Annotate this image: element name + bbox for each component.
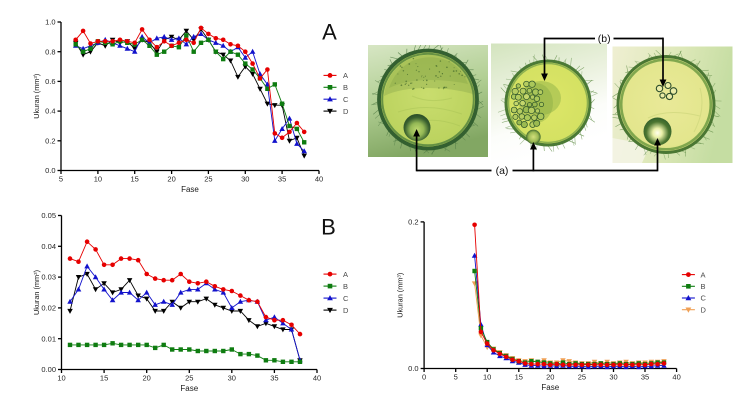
svg-text:35: 35 bbox=[641, 373, 649, 382]
svg-text:0.0: 0.0 bbox=[408, 364, 418, 373]
svg-text:1.0: 1.0 bbox=[45, 18, 55, 27]
svg-text:A: A bbox=[343, 71, 348, 80]
svg-text:B: B bbox=[343, 83, 348, 92]
svg-text:40: 40 bbox=[313, 374, 321, 383]
svg-text:30: 30 bbox=[228, 374, 236, 383]
svg-text:10: 10 bbox=[94, 175, 102, 184]
svg-text:35: 35 bbox=[278, 175, 286, 184]
svg-text:Ukuran (mm3): Ukuran (mm3) bbox=[32, 74, 41, 119]
svg-text:Ukuran (mm3): Ukuran (mm3) bbox=[32, 270, 41, 315]
svg-text:0.04: 0.04 bbox=[41, 242, 56, 251]
svg-text:25: 25 bbox=[185, 374, 193, 383]
svg-text:0.2: 0.2 bbox=[45, 136, 55, 145]
svg-text:0.00: 0.00 bbox=[41, 365, 56, 374]
svg-text:5: 5 bbox=[454, 373, 458, 382]
svg-text:B: B bbox=[701, 282, 706, 291]
svg-text:0.05: 0.05 bbox=[41, 211, 56, 220]
svg-text:A: A bbox=[343, 270, 348, 279]
svg-text:0.2: 0.2 bbox=[408, 218, 418, 227]
svg-text:15: 15 bbox=[100, 374, 108, 383]
svg-text:Fase: Fase bbox=[541, 383, 559, 392]
svg-text:0.03: 0.03 bbox=[41, 273, 56, 282]
svg-text:40: 40 bbox=[672, 373, 680, 382]
svg-text:Ukuran (mm3): Ukuran (mm3) bbox=[396, 273, 405, 318]
svg-text:10: 10 bbox=[57, 374, 65, 383]
svg-text:40: 40 bbox=[315, 175, 323, 184]
svg-text:0.6: 0.6 bbox=[45, 77, 55, 86]
svg-text:25: 25 bbox=[578, 373, 586, 382]
svg-text:0.4: 0.4 bbox=[45, 107, 55, 116]
svg-text:0.0: 0.0 bbox=[45, 166, 55, 175]
svg-text:C: C bbox=[343, 95, 349, 104]
svg-text:D: D bbox=[343, 306, 349, 315]
svg-text:0.01: 0.01 bbox=[41, 334, 56, 343]
svg-text:D: D bbox=[701, 305, 707, 314]
svg-text:D: D bbox=[343, 107, 349, 116]
svg-text:B: B bbox=[321, 215, 336, 240]
svg-text:10: 10 bbox=[483, 373, 491, 382]
svg-text:15: 15 bbox=[515, 373, 523, 382]
svg-text:(a): (a) bbox=[496, 165, 509, 177]
svg-text:5: 5 bbox=[59, 175, 63, 184]
svg-text:0: 0 bbox=[422, 373, 426, 382]
svg-text:A: A bbox=[701, 270, 706, 279]
svg-text:25: 25 bbox=[204, 175, 212, 184]
svg-text:Fase: Fase bbox=[180, 384, 198, 393]
svg-text:(b): (b) bbox=[598, 33, 611, 45]
svg-text:15: 15 bbox=[131, 175, 139, 184]
svg-text:0.8: 0.8 bbox=[45, 47, 55, 56]
svg-text:20: 20 bbox=[546, 373, 554, 382]
svg-text:20: 20 bbox=[143, 374, 151, 383]
svg-text:A: A bbox=[322, 20, 337, 45]
svg-text:30: 30 bbox=[241, 175, 249, 184]
svg-text:0.02: 0.02 bbox=[41, 304, 56, 313]
svg-text:Fase: Fase bbox=[181, 185, 199, 194]
svg-text:20: 20 bbox=[167, 175, 175, 184]
svg-text:35: 35 bbox=[270, 374, 278, 383]
svg-text:B: B bbox=[343, 282, 348, 291]
svg-text:C: C bbox=[701, 294, 707, 303]
svg-text:30: 30 bbox=[609, 373, 617, 382]
svg-text:C: C bbox=[343, 294, 349, 303]
